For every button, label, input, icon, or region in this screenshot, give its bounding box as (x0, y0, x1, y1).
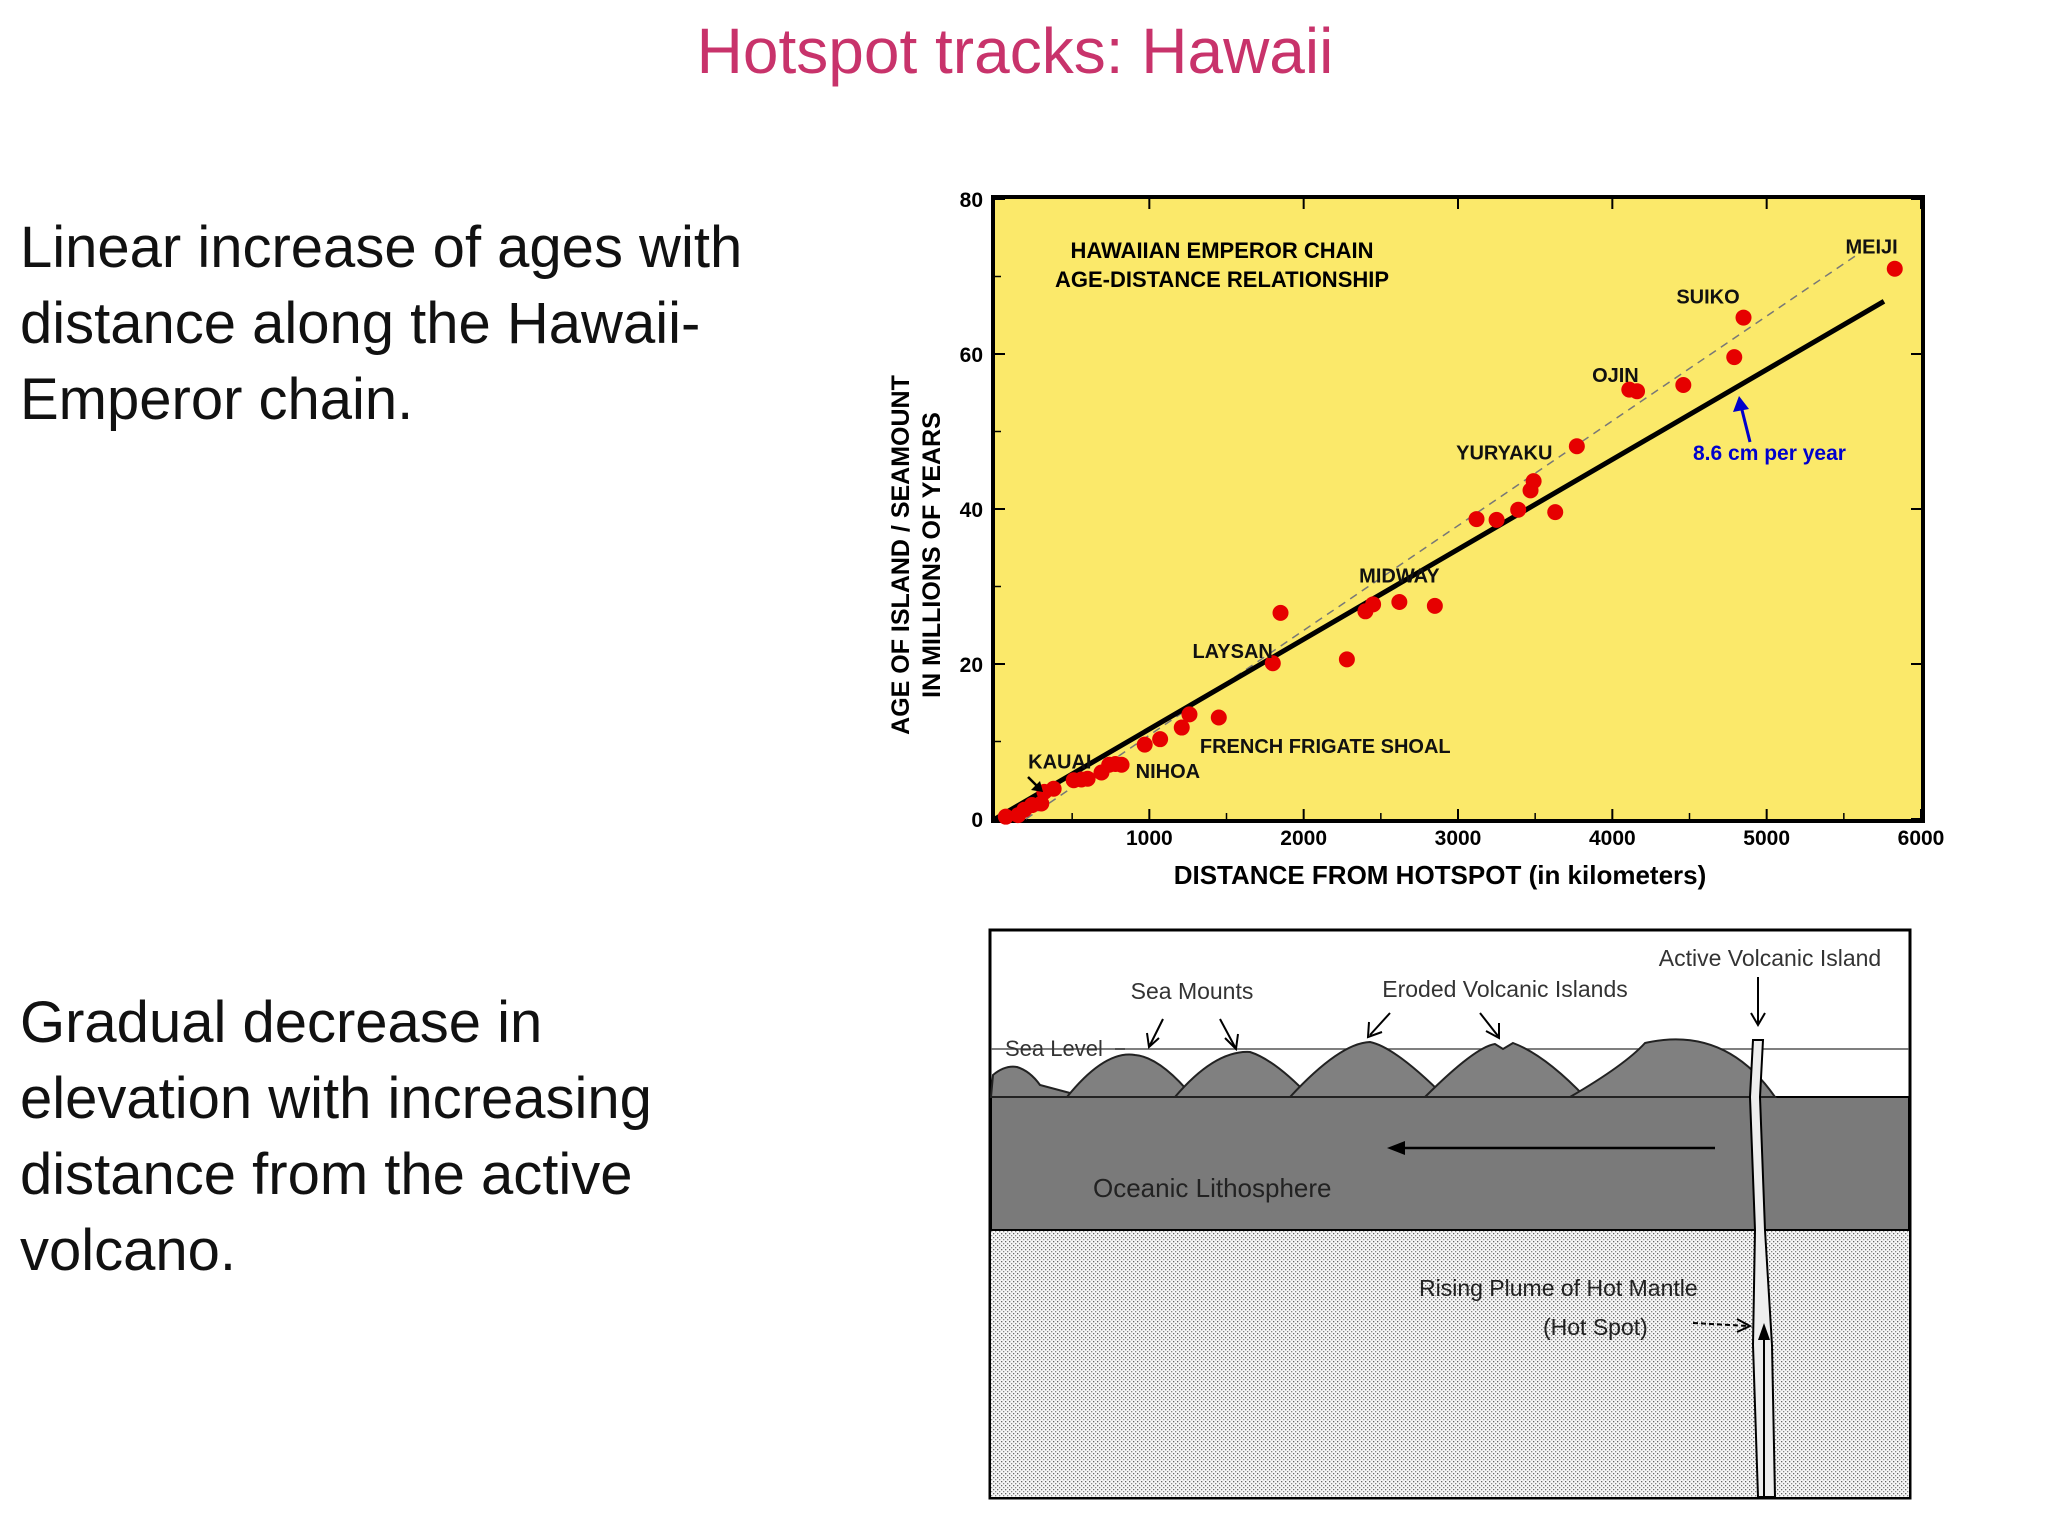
data-point (1568, 438, 1585, 455)
sea-mounts-label: Sea Mounts (1131, 978, 1254, 1004)
y-axis-label: AGE OF ISLAND / SEAMOUNT (887, 375, 915, 735)
lithosphere-label: Oceanic Lithosphere (1093, 1173, 1331, 1203)
data-point (1136, 736, 1153, 753)
hotspot-cross-section-diagram: Sea Mounts Eroded Volcanic Islands Activ… (988, 928, 1912, 1500)
x-tick-label: 3000 (1435, 827, 1482, 850)
point-label: KAUAI (1028, 752, 1091, 774)
x-axis-label: DISTANCE FROM HOTSPOT (in kilometers) (1174, 860, 1707, 890)
point-label: NIHOA (1136, 761, 1200, 783)
data-point (1152, 731, 1169, 748)
data-point (1210, 709, 1227, 726)
hot-spot-label: (Hot Spot) (1543, 1314, 1648, 1340)
data-point (1079, 770, 1096, 787)
point-label: YURYAKU (1456, 442, 1552, 464)
rate-arrowhead (1733, 396, 1749, 412)
y-tick-label: 0 (971, 809, 983, 832)
eroded-arrow-2 (1479, 1012, 1499, 1037)
data-point (1726, 349, 1743, 366)
chart-subtitle: AGE-DISTANCE RELATIONSHIP (1055, 267, 1389, 292)
point-label: OJIN (1592, 365, 1639, 387)
y-axis-label-2: IN MILLIONS OF YEARS (918, 412, 946, 698)
chart-title: HAWAIIAN EMPEROR CHAIN (1070, 238, 1373, 263)
bullet-age-distance: Linear increase of ages with distance al… (20, 215, 743, 432)
data-point (1264, 655, 1281, 672)
x-tick-label: 2000 (1280, 827, 1327, 850)
tick-labels: 1000 2000 3000 4000 5000 6000 0 20 40 60 80 (960, 189, 1945, 850)
data-point (1426, 597, 1443, 614)
data-point (1735, 309, 1752, 326)
x-tick-label: 1000 (1126, 827, 1173, 850)
rate-label: 8.6 cm per year (1693, 442, 1846, 465)
data-point (1629, 383, 1646, 400)
point-label: LAYSAN (1192, 641, 1272, 663)
data-point (1886, 260, 1903, 277)
eroded-islands-label: Eroded Volcanic Islands (1382, 976, 1628, 1002)
eroded-arrowhead-2 (1485, 1023, 1500, 1040)
data-point (1338, 651, 1355, 668)
hot-spot-arrowhead (1736, 1318, 1753, 1333)
plume-arrowhead (1758, 1323, 1770, 1340)
eroded-island-2 (1422, 1041, 1588, 1098)
sea-mount-3 (1172, 1050, 1313, 1098)
oceanic-lithosphere (990, 1096, 1910, 1231)
data-point (1510, 501, 1527, 518)
eroded-island-1 (1287, 1040, 1448, 1098)
data-point (1468, 511, 1485, 528)
sea-level-label: Sea Level (1005, 1036, 1103, 1061)
data-point (1181, 706, 1198, 723)
y-tick-label: 40 (960, 499, 983, 522)
sea-mounts-arrow-2 (1219, 1018, 1236, 1048)
hot-spot-plume (1748, 1039, 1777, 1498)
data-point (1547, 504, 1564, 521)
bullet-elevation-decrease: Gradual decrease in elevation with incre… (20, 990, 652, 1283)
y-tick-label: 20 (960, 654, 983, 677)
active-island-arrowhead (1750, 1012, 1766, 1027)
y-tick-label: 80 (960, 189, 983, 212)
data-point (1365, 596, 1382, 613)
point-label: MEIJI (1845, 236, 1897, 258)
plot-background (991, 195, 1925, 823)
data-point (1113, 756, 1130, 773)
data-point (1525, 473, 1542, 490)
x-tick-label: 4000 (1589, 827, 1636, 850)
slide-title: Hotspot tracks: Hawaii (696, 15, 1334, 87)
point-label: SUIKO (1676, 287, 1739, 309)
data-point (1488, 511, 1505, 528)
eroded-arrowhead-1 (1366, 1021, 1383, 1039)
data-point (1173, 719, 1190, 736)
data-point (1675, 377, 1692, 393)
point-label: FRENCH FRIGATE SHOAL (1200, 736, 1451, 758)
y-tick-label: 60 (960, 344, 983, 367)
sea-mounts-arrowhead-1 (1146, 1032, 1160, 1049)
active-island-label: Active Volcanic Island (1659, 945, 1881, 971)
plate-motion-arrowhead (1387, 1141, 1405, 1155)
rate-arrow (1739, 405, 1752, 443)
data-point (1272, 604, 1289, 621)
x-tick-label: 5000 (1743, 827, 1790, 850)
fit-line (993, 299, 1886, 822)
data-point (997, 808, 1014, 825)
point-label: MIDWAY (1359, 566, 1440, 588)
sea-mounts-arrow-1 (1149, 1018, 1164, 1046)
data-points (997, 260, 1903, 825)
sea-mounts-arrowhead-2 (1224, 1033, 1239, 1052)
hot-spot-arrow (1692, 1322, 1749, 1327)
x-tick-label: 6000 (1898, 827, 1945, 850)
sea-mount-2 (1064, 1053, 1196, 1098)
plume-label: Rising Plume of Hot Mantle (1419, 1275, 1698, 1301)
data-point (1045, 780, 1062, 797)
sea-mount-1 (989, 1065, 1086, 1098)
data-point (1391, 594, 1408, 610)
eroded-arrow-1 (1369, 1012, 1391, 1036)
kauai-arrowhead (1031, 781, 1043, 792)
